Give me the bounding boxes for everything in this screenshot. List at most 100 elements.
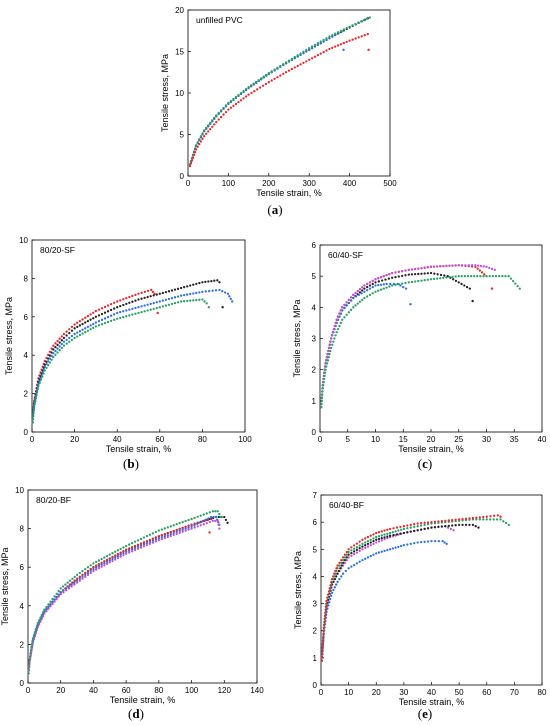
data-point	[226, 292, 230, 295]
data-point	[223, 291, 227, 294]
data-point	[325, 38, 328, 42]
data-point	[201, 137, 204, 140]
data-point	[163, 533, 166, 536]
data-point	[48, 357, 52, 360]
data-point	[173, 288, 177, 291]
data-point	[348, 39, 351, 42]
data-point	[296, 64, 299, 68]
data-point	[516, 284, 519, 288]
data-point	[478, 269, 481, 272]
data-point	[181, 520, 184, 524]
data-point	[499, 515, 502, 518]
data-point	[328, 352, 331, 356]
data-point	[36, 622, 39, 625]
data-point	[332, 588, 335, 592]
data-point	[491, 275, 494, 278]
data-point	[242, 97, 245, 100]
data-point	[379, 283, 383, 286]
data-point	[492, 518, 495, 521]
data-point	[161, 291, 164, 295]
data-point	[84, 575, 87, 578]
data-point	[78, 324, 82, 327]
data-point	[128, 314, 131, 317]
data-point	[65, 330, 68, 333]
series-blue	[27, 515, 221, 675]
data-point	[203, 129, 206, 132]
data-point	[211, 519, 214, 523]
data-point	[122, 553, 125, 557]
data-point	[386, 537, 389, 540]
data-point	[341, 318, 344, 321]
data-point	[476, 275, 479, 278]
data-point	[366, 545, 370, 548]
data-point	[61, 585, 65, 588]
y-tick-label: 6	[312, 241, 317, 250]
data-point	[65, 587, 68, 590]
data-point	[128, 301, 131, 304]
data-point	[47, 603, 50, 606]
data-point	[139, 537, 143, 541]
data-point	[160, 536, 163, 539]
data-point	[58, 345, 61, 348]
data-point	[321, 646, 324, 649]
data-point	[151, 290, 155, 293]
x-tick-label: 20	[372, 688, 381, 697]
data-point	[122, 315, 125, 319]
data-point	[504, 521, 508, 525]
data-point	[207, 130, 210, 133]
data-point	[219, 515, 223, 519]
data-point	[441, 539, 444, 543]
data-point	[360, 35, 363, 38]
data-point	[380, 534, 383, 537]
x-tick-label: 20	[56, 686, 65, 695]
data-point	[409, 542, 412, 546]
data-point	[375, 538, 378, 541]
series-black	[320, 523, 480, 662]
data-point	[368, 293, 372, 297]
series-black	[319, 271, 474, 409]
data-point	[179, 286, 183, 290]
data-point	[86, 319, 90, 323]
data-point	[239, 91, 243, 95]
data-point	[335, 583, 338, 586]
data-point	[339, 43, 343, 46]
series-green	[188, 16, 371, 166]
data-point	[451, 275, 454, 279]
data-point	[55, 592, 58, 595]
data-point	[282, 63, 285, 66]
data-point	[53, 598, 56, 601]
data-point	[391, 531, 394, 534]
data-point	[170, 302, 174, 306]
x-tick-label: 40	[113, 435, 122, 444]
data-point	[347, 301, 351, 305]
data-point	[52, 352, 55, 355]
data-point	[81, 573, 84, 577]
data-point	[358, 288, 362, 291]
data-point	[199, 524, 202, 527]
data-point	[329, 594, 333, 598]
data-point	[499, 518, 502, 521]
data-point	[366, 285, 369, 289]
data-point	[193, 516, 196, 519]
data-point	[166, 535, 169, 539]
data-point	[204, 280, 207, 284]
data-point	[345, 40, 348, 44]
data-point	[128, 308, 131, 311]
data-point	[372, 533, 375, 536]
data-point	[279, 74, 282, 77]
data-point	[432, 265, 436, 268]
data-point	[327, 356, 330, 359]
data-point	[105, 558, 109, 562]
x-tick-label: 0	[319, 688, 324, 697]
data-point	[56, 343, 59, 346]
data-point	[448, 276, 451, 279]
data-point	[388, 534, 392, 537]
data-point	[338, 577, 341, 581]
data-point	[264, 82, 268, 86]
data-point	[420, 272, 423, 275]
data-point	[329, 337, 333, 340]
data-point	[485, 275, 488, 278]
data-point	[322, 626, 325, 630]
data-point	[146, 289, 150, 293]
data-point	[482, 275, 485, 278]
